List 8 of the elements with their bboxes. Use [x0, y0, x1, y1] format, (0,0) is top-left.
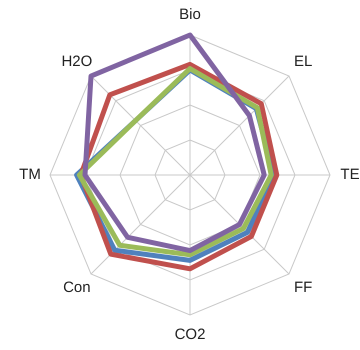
- spoke-label: Bio: [179, 6, 201, 23]
- spoke-label: TE: [340, 166, 360, 183]
- spoke-label: FF: [294, 279, 312, 296]
- spoke-label: CO2: [174, 326, 206, 343]
- spoke-label: EL: [294, 52, 312, 70]
- spoke-label: TM: [19, 166, 41, 183]
- spoke-label: H2O: [61, 52, 92, 70]
- spoke-label: Con: [63, 279, 91, 296]
